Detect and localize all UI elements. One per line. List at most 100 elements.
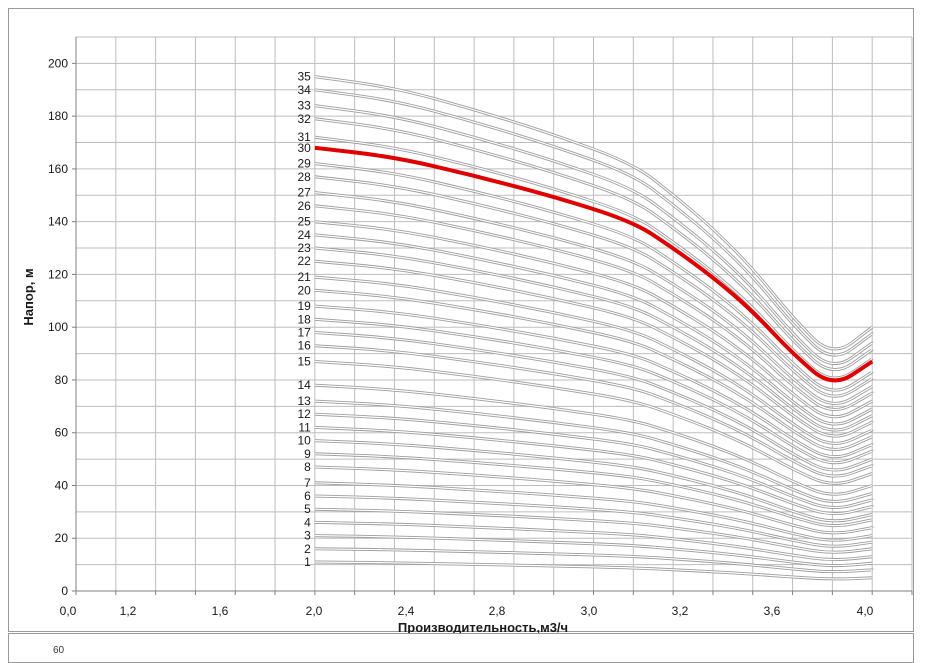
stage-32-curve-inner xyxy=(314,118,873,371)
stage-label-29: 29 xyxy=(297,157,311,171)
stage-label-14: 14 xyxy=(297,378,311,392)
x-tick-label: 3,0 xyxy=(581,604,598,618)
x-tick-label: 0,0 xyxy=(60,604,77,618)
stage-30-curve-highlight xyxy=(314,145,874,383)
stage-label-28: 28 xyxy=(297,170,311,184)
stage-24-curve-inner xyxy=(314,234,873,425)
stage-label-26: 26 xyxy=(297,199,311,213)
stage-26-curve-inner xyxy=(314,205,873,410)
stage-34-curve-inner xyxy=(314,89,873,356)
x-tick-label: 3,6 xyxy=(764,604,781,618)
stage-label-35: 35 xyxy=(297,70,311,84)
stage-label-6: 6 xyxy=(304,489,311,503)
pump-curves xyxy=(314,75,874,581)
highlight-curve-group xyxy=(314,145,874,383)
stage-18-curve-inner xyxy=(314,318,873,464)
stage-label-31: 31 xyxy=(297,130,311,144)
y-tick-label: 0 xyxy=(61,584,68,598)
y-tick-label: 40 xyxy=(55,478,69,492)
stage-label-23: 23 xyxy=(297,241,311,255)
stage-label-22: 22 xyxy=(297,254,311,268)
stage-11-curve-inner xyxy=(314,426,873,515)
stage-label-25: 25 xyxy=(297,215,311,229)
stage-14-curve-inner xyxy=(314,384,873,495)
stage-label-4: 4 xyxy=(304,515,311,529)
next-chart-tick: 60 xyxy=(53,645,65,656)
y-tick-label: 160 xyxy=(48,162,68,176)
stage-33-curve-inner xyxy=(314,105,873,365)
stage-31-curve-inner xyxy=(314,136,873,379)
y-tick-label: 20 xyxy=(55,531,69,545)
stage-label-19: 19 xyxy=(297,299,311,313)
stage-5-curve-inner xyxy=(314,508,873,553)
stage-35-curve-inner xyxy=(314,76,873,350)
x-tick-label: 1,6 xyxy=(212,604,229,618)
x-tick-label: 2,0 xyxy=(306,604,323,618)
stage-17-curve-inner xyxy=(314,331,873,471)
stage-label-21: 21 xyxy=(297,270,311,284)
x-tick-label: 1,2 xyxy=(120,604,137,618)
stage-21-curve-inner xyxy=(314,276,873,444)
stage-12-curve-inner xyxy=(314,413,873,509)
stage-15-curve-inner xyxy=(314,360,873,484)
stage-label-10: 10 xyxy=(297,434,311,448)
stage-label-34: 34 xyxy=(297,83,311,97)
y-tick-label: 100 xyxy=(48,320,68,334)
stage-19-curve-inner xyxy=(314,305,873,458)
next-chart-fragment: 60 xyxy=(8,633,914,663)
stage-16-curve-inner xyxy=(314,345,873,477)
stage-29-curve-inner xyxy=(314,163,873,391)
stage-label-2: 2 xyxy=(304,542,311,556)
stage-label-3: 3 xyxy=(304,529,311,543)
stage-label-7: 7 xyxy=(304,476,311,490)
stage-2-curve-inner xyxy=(314,548,873,573)
stage-22-curve-inner xyxy=(314,260,873,437)
stage-label-18: 18 xyxy=(297,312,311,326)
stage-1-curve-inner xyxy=(314,561,873,580)
stage-label-13: 13 xyxy=(297,394,311,408)
x-tick-label: 2,4 xyxy=(398,604,415,618)
stage-label-27: 27 xyxy=(297,186,311,200)
x-tick-label: 3,2 xyxy=(672,604,689,618)
stage-6-curve-inner xyxy=(314,495,873,547)
stage-7-curve-inner xyxy=(314,482,873,541)
stage-label-16: 16 xyxy=(297,339,311,353)
stage-27-curve-inner xyxy=(314,192,873,404)
stage-8-curve-inner xyxy=(314,466,873,534)
y-tick-label: 140 xyxy=(48,215,68,229)
y-tick-label: 200 xyxy=(48,56,68,70)
stage-label-17: 17 xyxy=(297,325,311,339)
y-tick-label: 180 xyxy=(48,109,68,123)
chart-frame: 0 20 40 60 80 100 120 140 160 180 200 0,0 1,2 1,6 2,0 2… xyxy=(8,8,914,635)
stage-28-curve-inner xyxy=(314,176,873,397)
stage-13-curve-inner xyxy=(314,400,873,502)
stage-label-30: 30 xyxy=(297,141,311,155)
stage-label-12: 12 xyxy=(297,407,311,421)
stage-label-1: 1 xyxy=(304,555,311,569)
stage-10-curve-inner xyxy=(314,440,873,522)
y-axis-title: Напор, м xyxy=(21,268,36,325)
stage-labels: 1234567891011121314151617181920212223242… xyxy=(297,70,311,569)
stage-label-9: 9 xyxy=(304,447,311,461)
y-tick-label: 120 xyxy=(48,267,68,281)
y-tick-label: 80 xyxy=(55,373,69,387)
stage-label-5: 5 xyxy=(304,502,311,516)
stage-label-20: 20 xyxy=(297,283,311,297)
stage-9-curve-inner xyxy=(314,453,873,527)
x-tick-label: 4,0 xyxy=(857,604,874,618)
y-tick-label: 60 xyxy=(55,426,69,440)
stage-23-curve-inner xyxy=(314,247,873,431)
stage-3-curve-inner xyxy=(314,535,873,567)
x-tick-label: 2,8 xyxy=(489,604,506,618)
stage-label-24: 24 xyxy=(297,228,311,242)
stage-label-32: 32 xyxy=(297,112,311,126)
stage-20-curve-inner xyxy=(314,289,873,450)
stage-25-curve-inner xyxy=(314,221,873,418)
x-axis-title: Производительность,м3/ч xyxy=(398,620,568,633)
stage-label-15: 15 xyxy=(297,354,311,368)
stage-label-8: 8 xyxy=(304,460,311,474)
stage-label-33: 33 xyxy=(297,99,311,113)
stage-label-11: 11 xyxy=(298,420,311,434)
